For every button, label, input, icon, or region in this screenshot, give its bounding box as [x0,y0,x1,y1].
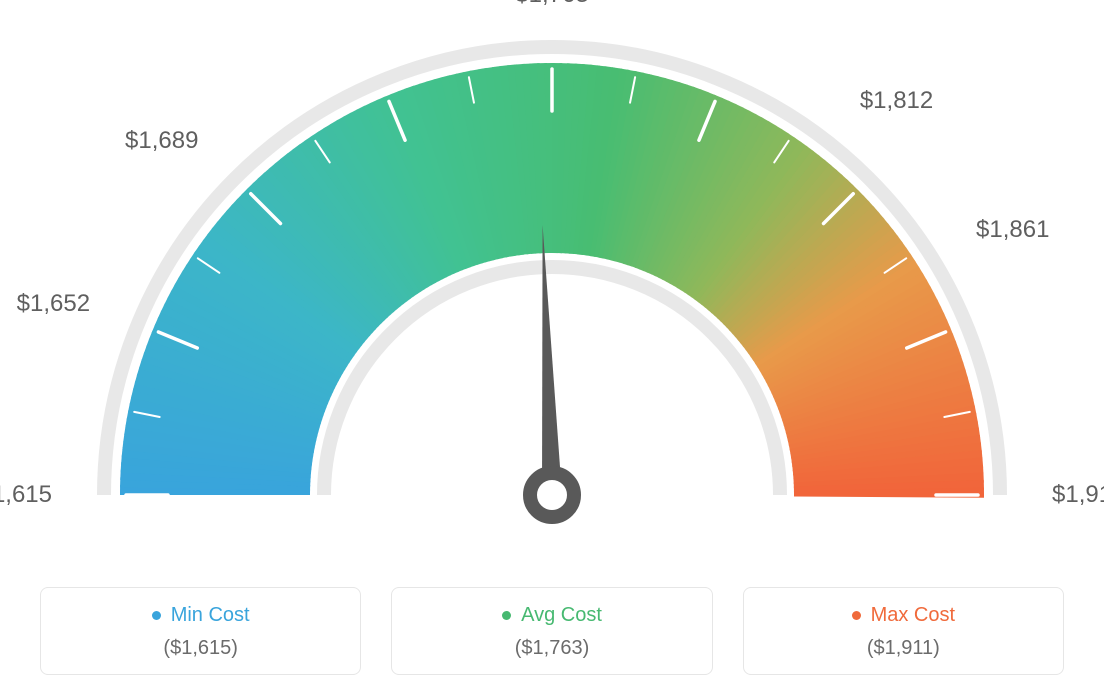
gauge-tick-label: $1,763 [515,0,588,9]
legend-card-max: Max Cost ($1,911) [743,587,1064,675]
gauge-tick-label: $1,911 [1052,481,1104,509]
legend-value: ($1,615) [51,637,350,660]
dot-icon [852,611,861,620]
dot-icon [502,611,511,620]
legend-title-min: Min Cost [152,604,250,627]
legend-card-min: Min Cost ($1,615) [40,587,361,675]
legend-row: Min Cost ($1,615) Avg Cost ($1,763) Max … [0,587,1104,675]
gauge-tick-label: $1,689 [125,127,198,155]
legend-label: Min Cost [171,604,250,627]
gauge-svg [0,0,1104,570]
legend-label: Avg Cost [521,604,602,627]
gauge-area: $1,615 $1,652 $1,689 $1,763 $1,812 $1,861 $1,9… [0,0,1104,570]
gauge-tick-label: $1,861 [976,216,1049,244]
legend-card-avg: Avg Cost ($1,763) [391,587,712,675]
legend-value: ($1,911) [754,637,1053,660]
gauge-tick-label: $1,812 [860,87,933,115]
legend-title-max: Max Cost [852,604,955,627]
gauge-tick-label: $1,652 [17,290,90,318]
legend-title-avg: Avg Cost [502,604,602,627]
legend-value: ($1,763) [402,637,701,660]
gauge-chart-container: $1,615 $1,652 $1,689 $1,763 $1,812 $1,861 $1,9… [0,0,1104,690]
legend-label: Max Cost [871,604,955,627]
dot-icon [152,611,161,620]
gauge-tick-label: $1,615 [0,481,52,509]
